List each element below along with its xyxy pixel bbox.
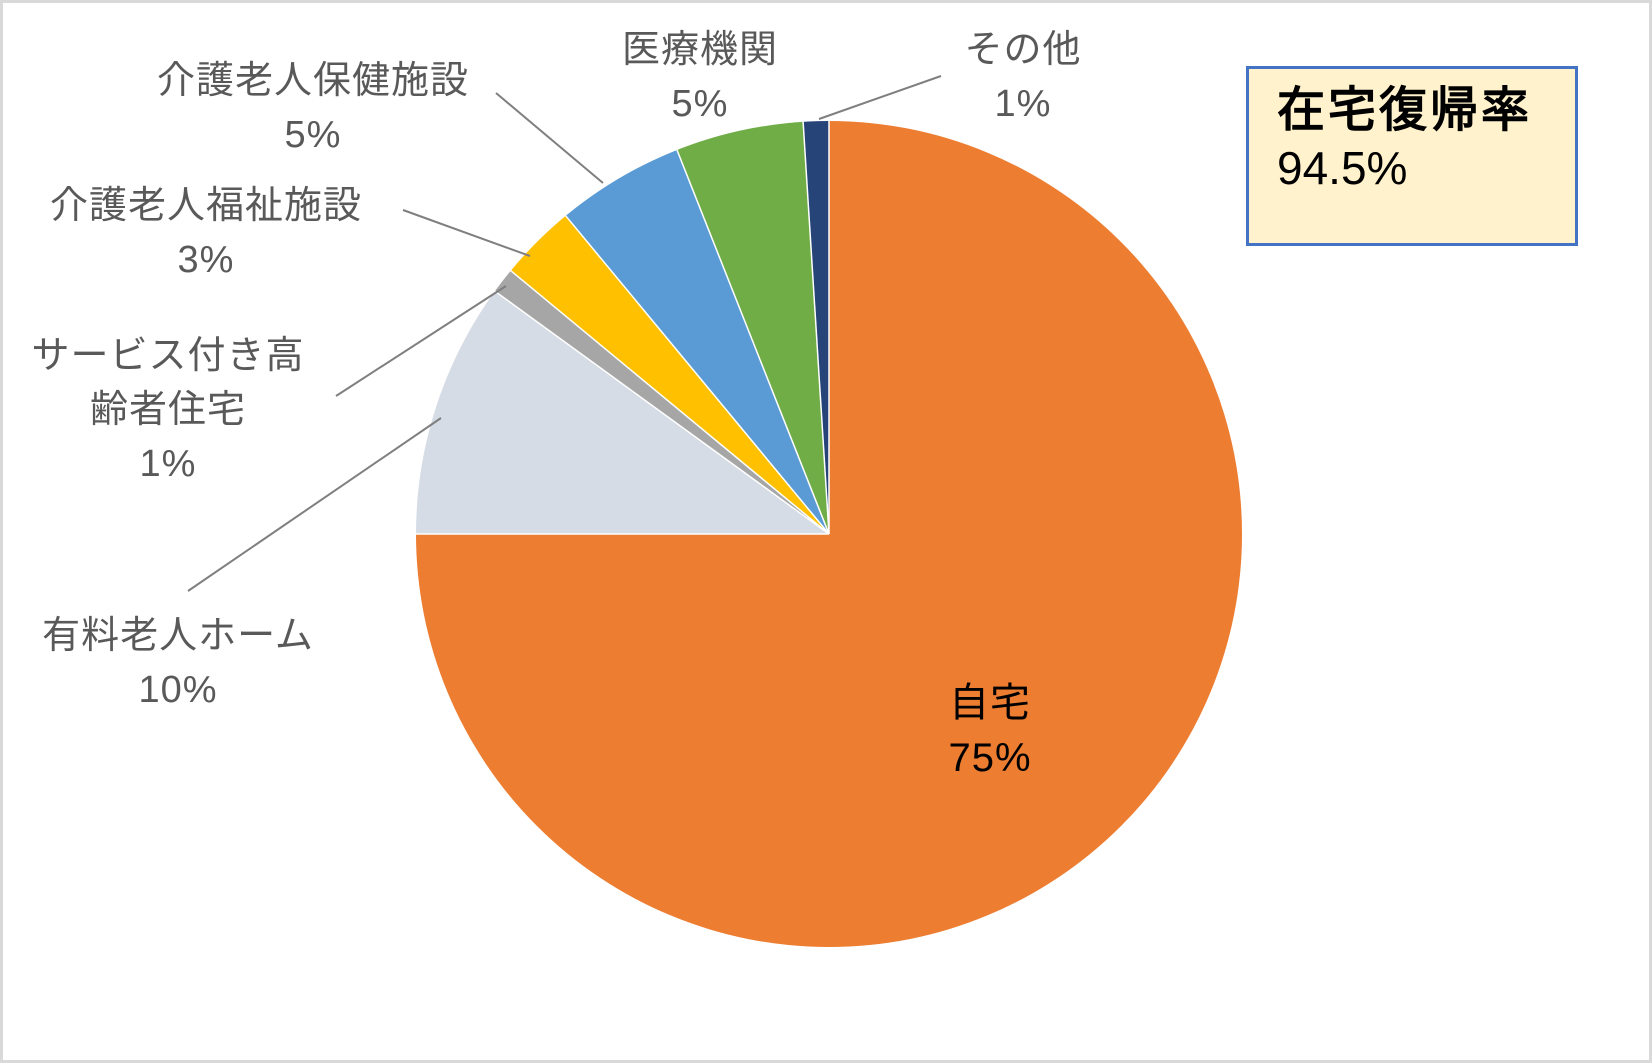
callout-title: 在宅復帰率 <box>1277 84 1533 137</box>
leader-line-geriatric-health-facility <box>495 92 604 184</box>
slice-label-text: 有料老人ホーム <box>42 615 314 657</box>
slice-value-text: 5% <box>284 114 342 156</box>
slice-label-paid-nursing-home: 有料老人ホーム 10% <box>42 609 314 717</box>
slice-label-serviced-senior-housing: サービス付き高 齢者住宅 1% <box>31 329 304 491</box>
slice-label-text: 医療機関 <box>621 29 779 71</box>
slice-value-text: 75% <box>948 736 1032 780</box>
slice-value-text: 5% <box>671 83 729 125</box>
home-return-rate-callout: 在宅復帰率 94.5% <box>1246 66 1578 246</box>
slice-label-text: 自宅 <box>949 681 1031 725</box>
slice-value-text: 1% <box>994 83 1052 125</box>
pie-chart <box>416 121 1242 947</box>
slice-label-text: 介護老人福祉施設 <box>49 185 363 227</box>
slice-value-text: 3% <box>177 239 235 281</box>
slice-label-home: 自宅 75% <box>948 676 1031 786</box>
leader-line-other <box>818 75 942 120</box>
slice-label-text: 齢者住宅 <box>89 389 247 431</box>
slice-value-text: 1% <box>139 443 197 485</box>
slice-label-text: その他 <box>964 29 1082 71</box>
leader-line-welfare-facility <box>402 209 531 257</box>
slice-label-welfare-facility: 介護老人福祉施設 3% <box>50 179 362 287</box>
slice-label-text: 介護老人保健施設 <box>156 60 470 102</box>
slice-label-medical-institution: 医療機関 5% <box>622 23 778 131</box>
callout-value: 94.5% <box>1277 142 1408 194</box>
slice-value-text: 10% <box>138 669 218 711</box>
slice-label-text: サービス付き高 <box>31 335 305 377</box>
slice-label-geriatric-health-facility: 介護老人保健施設 5% <box>157 54 469 162</box>
slice-label-other: その他 1% <box>964 23 1081 131</box>
